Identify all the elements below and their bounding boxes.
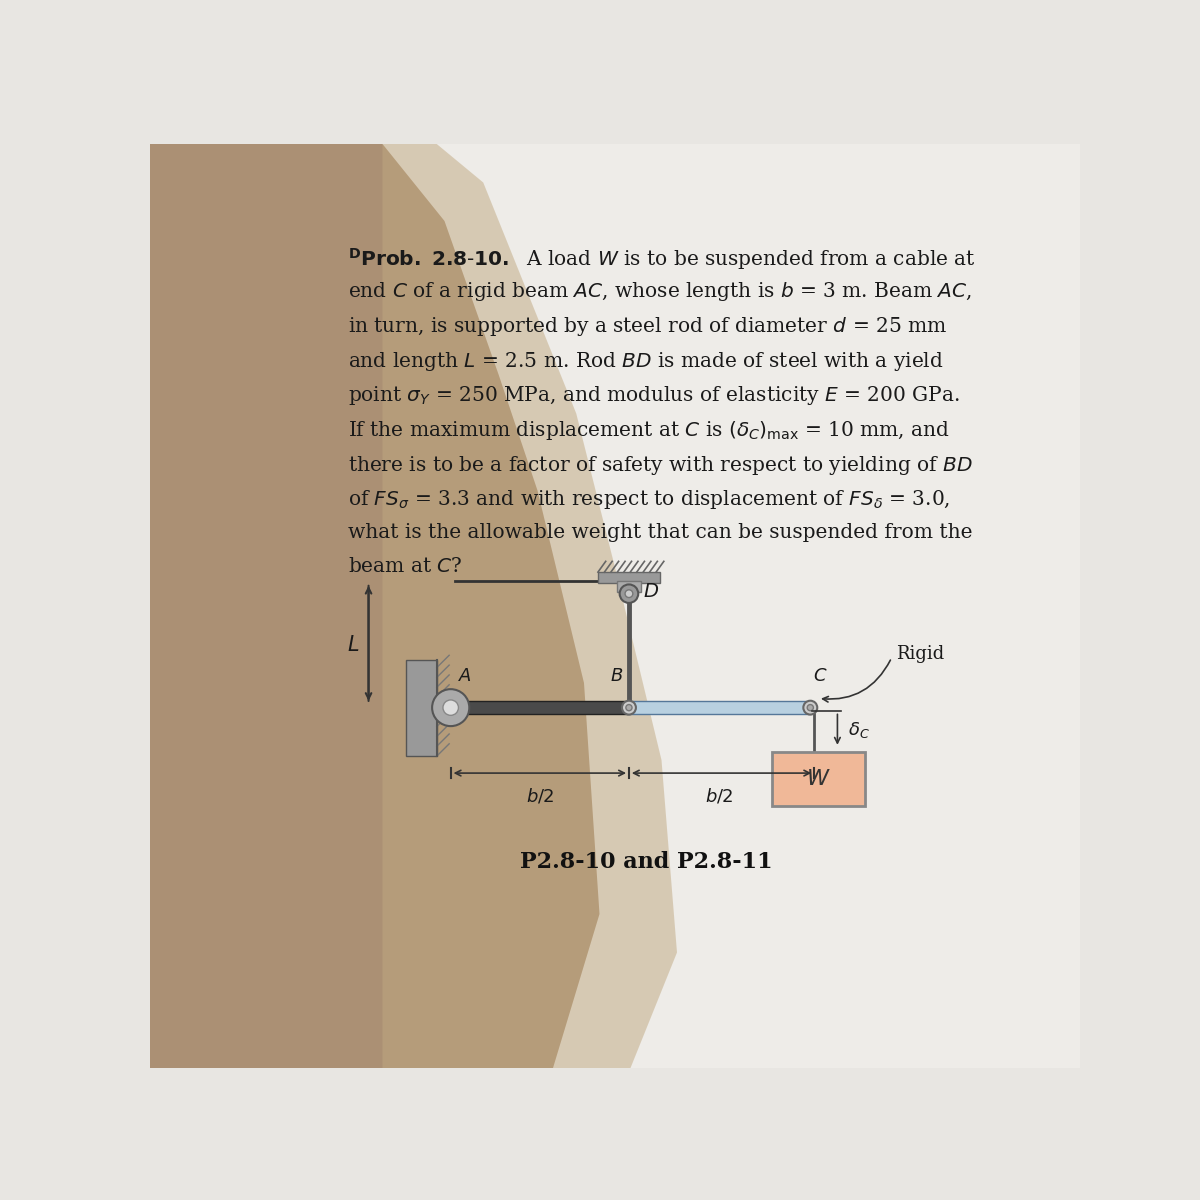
Bar [772,752,864,806]
Polygon shape [150,144,600,1068]
Circle shape [626,704,632,710]
Text: what is the allowable weight that can be suspended from the: what is the allowable weight that can be… [348,523,972,542]
Text: $W$: $W$ [805,768,830,791]
Text: $A$: $A$ [458,666,473,684]
Text: $b/2$: $b/2$ [706,787,734,806]
Circle shape [619,584,638,602]
Text: beam at $C$?: beam at $C$? [348,558,462,576]
Bar [617,581,641,592]
Bar [629,702,810,714]
Text: point $\sigma_Y$ = 250 MPa, and modulus of elasticity $E$ = 200 GPa.: point $\sigma_Y$ = 250 MPa, and modulus … [348,384,959,407]
Text: $B$: $B$ [610,666,623,684]
Text: there is to be a factor of safety with respect to yielding of $BD$: there is to be a factor of safety with r… [348,454,972,476]
Text: Rigid: Rigid [895,644,944,662]
Text: $L$: $L$ [347,635,359,655]
Text: $\delta_C$: $\delta_C$ [848,720,870,739]
Text: $\mathbf{^DProb.\ 2.8\text{-}10.}$  A load $W$ is to be suspended from a cable a: $\mathbf{^DProb.\ 2.8\text{-}10.}$ A loa… [348,246,976,271]
Circle shape [803,701,817,714]
Circle shape [443,700,458,715]
Text: P2.8-10 and P2.8-11: P2.8-10 and P2.8-11 [520,851,773,872]
Text: $C$: $C$ [812,666,827,684]
Text: end $C$ of a rigid beam $AC$, whose length is $b$ = 3 m. Beam $AC$,: end $C$ of a rigid beam $AC$, whose leng… [348,281,972,304]
Text: $b/2$: $b/2$ [526,787,554,806]
Text: in turn, is supported by a steel rod of diameter $d$ = 25 mm: in turn, is supported by a steel rod of … [348,314,947,338]
Bar [464,702,629,714]
Text: of $FS_\sigma$ = 3.3 and with respect to displacement of $FS_\delta$ = 3.0,: of $FS_\sigma$ = 3.3 and with respect to… [348,488,950,511]
Text: and length $L$ = 2.5 m. Rod $BD$ is made of steel with a yield: and length $L$ = 2.5 m. Rod $BD$ is made… [348,349,943,372]
Circle shape [625,590,632,598]
Text: If the maximum displacement at $C$ is $(\delta_C)_{\rm max}$ = 10 mm, and: If the maximum displacement at $C$ is $(… [348,419,949,442]
Circle shape [432,689,469,726]
Text: $D$: $D$ [643,583,659,601]
Bar [598,572,660,583]
Circle shape [622,701,636,714]
Polygon shape [383,144,677,1068]
Circle shape [808,704,814,710]
Bar [406,660,437,756]
